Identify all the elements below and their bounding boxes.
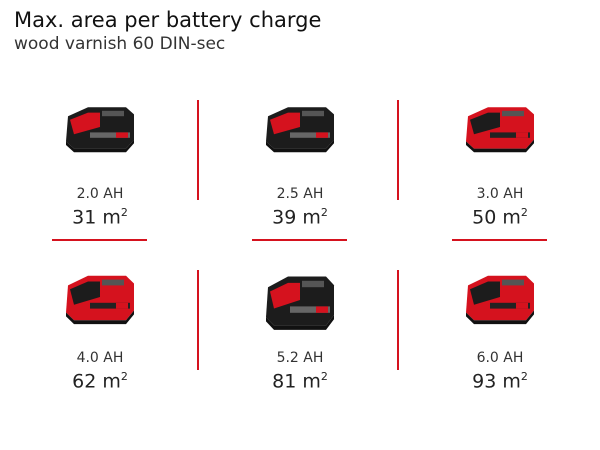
divider	[452, 239, 547, 241]
battery-icon	[266, 276, 334, 330]
battery-icon	[466, 107, 534, 153]
battery-capacity: 5.2 AH	[276, 350, 324, 366]
divider	[197, 270, 199, 370]
coverage-area: 39 m2	[272, 206, 328, 229]
divider	[252, 239, 347, 241]
battery-icon	[66, 275, 134, 325]
coverage-area: 50 m2	[472, 206, 528, 229]
battery-item: 3.0 AH 50 m2	[400, 100, 600, 228]
battery-item: 4.0 AH 62 m2	[0, 268, 200, 392]
coverage-area: 62 m2	[72, 370, 128, 393]
coverage-area: 81 m2	[272, 370, 328, 393]
coverage-area: 31 m2	[72, 206, 128, 229]
battery-item: 5.2 AH 81 m2	[200, 268, 400, 392]
battery-capacity: 4.0 AH	[76, 350, 124, 366]
battery-capacity: 2.5 AH	[276, 186, 324, 202]
battery-capacity: 6.0 AH	[476, 350, 524, 366]
page-title: Max. area per battery charge	[14, 8, 322, 32]
coverage-area: 93 m2	[472, 370, 528, 393]
battery-item: 2.5 AH 39 m2	[200, 100, 400, 228]
battery-icon	[466, 275, 534, 325]
battery-capacity: 2.0 AH	[76, 186, 124, 202]
battery-icon	[66, 107, 134, 153]
page-subtitle: wood varnish 60 DIN-sec	[14, 34, 226, 54]
battery-item: 2.0 AH 31 m2	[0, 100, 200, 228]
divider	[397, 270, 399, 370]
battery-icon	[266, 107, 334, 153]
battery-capacity: 3.0 AH	[476, 186, 524, 202]
divider	[197, 100, 199, 200]
divider	[397, 100, 399, 200]
divider	[52, 239, 147, 241]
battery-item: 6.0 AH 93 m2	[400, 268, 600, 392]
